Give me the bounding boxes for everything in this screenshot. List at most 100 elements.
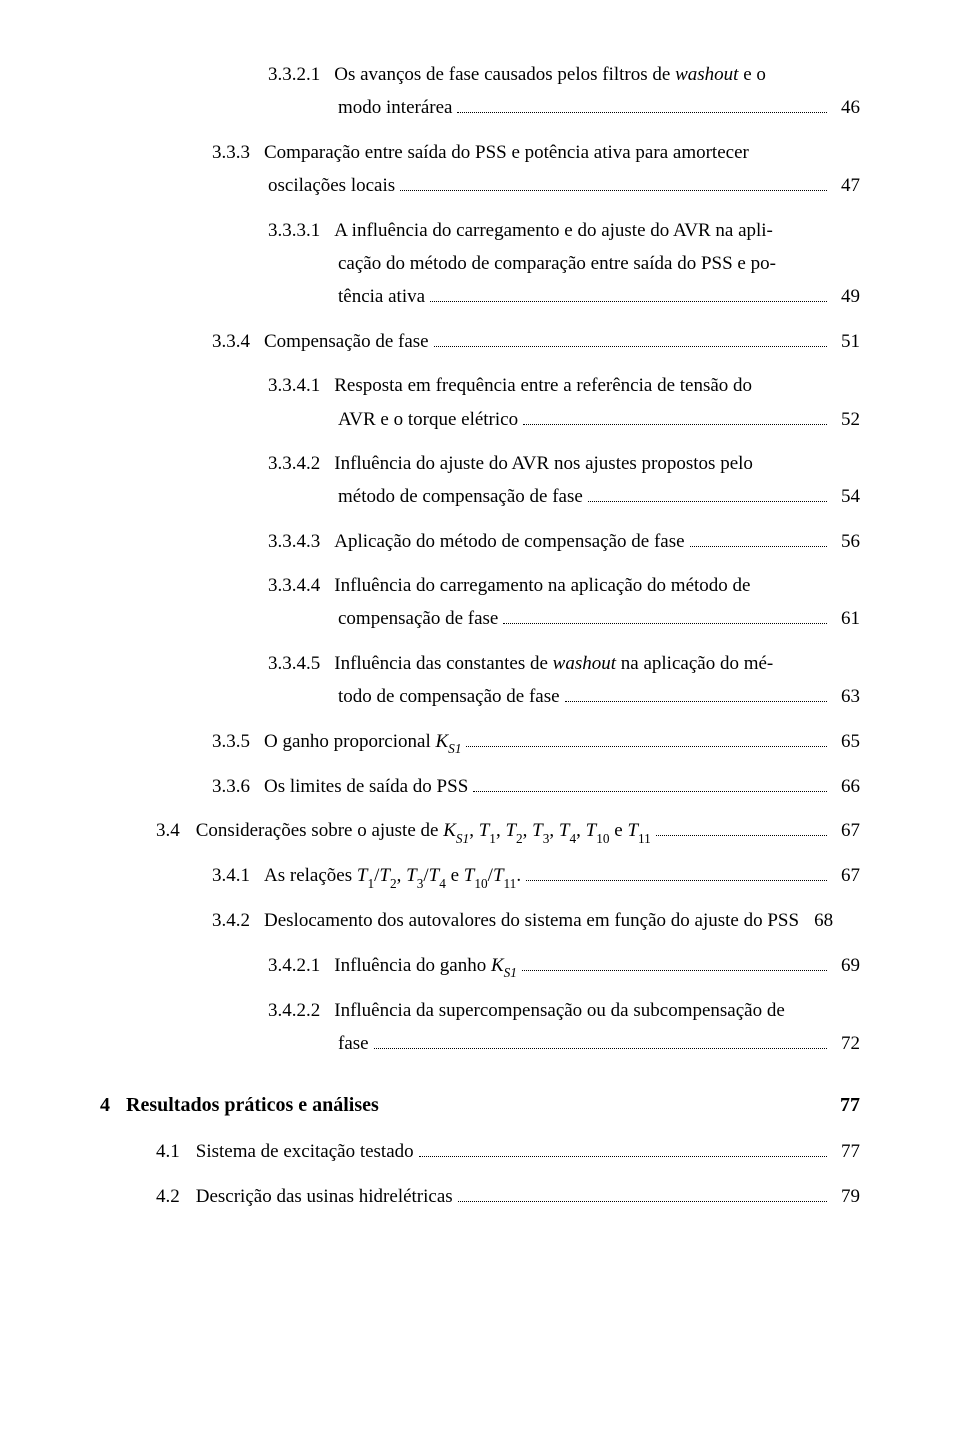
- toc-number: 3.3.3.1: [268, 220, 320, 241]
- toc-title: Os limites de saída do PSS: [264, 772, 468, 802]
- toc-number: 3.3.4.5: [268, 653, 320, 674]
- toc-entry: 3.3.4.2 Influência do ajuste do AVR nos a…: [100, 449, 860, 513]
- toc-title-part: na aplicação do mé-: [616, 653, 773, 674]
- toc-leader-dots: [434, 330, 827, 347]
- toc-leader-dots: [457, 96, 827, 113]
- chapter-number: 4: [100, 1089, 110, 1121]
- toc-entry: 4.2 Descrição das usinas hidrelétricas 7…: [100, 1182, 860, 1212]
- toc-number: 4.2: [156, 1182, 180, 1212]
- toc-page-number: 49: [832, 282, 860, 312]
- toc-entry: 3.3.4 Compensação de fase 51: [100, 327, 860, 357]
- toc-title-part: todo de compensação de fase: [338, 682, 560, 712]
- toc-number: 3.4.2.1: [268, 951, 320, 981]
- toc-page-number: 66: [832, 772, 860, 802]
- toc-page-number: 47: [832, 171, 860, 201]
- toc-page-number: 79: [832, 1182, 860, 1212]
- toc-entry: 3.4.2.2 Influência da supercompensação ou…: [100, 996, 860, 1060]
- toc-entry: 3.3.3 Comparação entre saída do PSS e pot…: [100, 138, 860, 202]
- toc-title-italic: washout: [553, 653, 616, 674]
- toc-number: 3.4.2.2: [268, 1000, 320, 1021]
- toc-title-part: Influência da supercompensação ou da sub…: [334, 1000, 785, 1021]
- toc-page-number: 46: [832, 93, 860, 123]
- toc-number: 3.3.4.4: [268, 575, 320, 596]
- toc-page-number: 61: [832, 604, 860, 634]
- toc-page-number: 67: [832, 816, 860, 846]
- toc-entry: 3.3.4.5 Influência das constantes de wash…: [100, 649, 860, 713]
- toc-number: 4.1: [156, 1137, 180, 1167]
- toc-leader-dots: [400, 174, 827, 191]
- toc-chapter: 4 Resultados práticos e análises 77: [100, 1089, 860, 1121]
- toc-title-part: Influência do ajuste do AVR nos ajustes …: [334, 453, 753, 474]
- toc-title-part: Comparação entre saída do PSS e potência…: [264, 142, 749, 163]
- toc-entry: 3.3.3.1 A influência do carregamento e do…: [100, 216, 860, 313]
- toc-leader-dots: [430, 285, 827, 302]
- toc-title-part: modo interárea: [338, 93, 452, 123]
- toc-leader-dots: [523, 407, 827, 424]
- toc-number: 3.3.4.1: [268, 375, 320, 396]
- toc-page-number: 67: [832, 861, 860, 891]
- toc-title-part: fase: [338, 1029, 369, 1059]
- toc-leader-dots: [458, 1185, 827, 1202]
- toc-leader-dots: [473, 775, 827, 792]
- toc-title-part: Influência das constantes de: [334, 653, 552, 674]
- toc-page-number: 65: [832, 727, 860, 757]
- toc-title-part: Os avanços de fase causados pelos filtro…: [334, 64, 675, 85]
- toc-entry: 3.3.2.1 Os avanços de fase causados pelos…: [100, 60, 860, 124]
- toc-title-part: método de compensação de fase: [338, 482, 583, 512]
- chapter-title: Resultados práticos e análises: [126, 1089, 840, 1121]
- toc-entry: 4.1 Sistema de excitação testado 77: [100, 1137, 860, 1167]
- toc-title: Influência do ganho KS1: [334, 951, 517, 982]
- toc-number: 3.3.4.3: [268, 527, 320, 557]
- toc-title-part: A influência do carregamento e do ajuste…: [334, 220, 773, 241]
- toc-leader-dots: [374, 1032, 827, 1049]
- toc-title: Considerações sobre o ajuste de KS1, T1,…: [196, 816, 651, 847]
- toc-page-number: 72: [832, 1029, 860, 1059]
- toc-number: 3.4.2: [212, 906, 250, 936]
- toc-page-number: 63: [832, 682, 860, 712]
- toc-title: O ganho proporcional KS1: [264, 727, 461, 758]
- toc-title: As relações T1/T2, T3/T4 e T10/T11.: [264, 861, 521, 892]
- toc-page-number: 52: [832, 405, 860, 435]
- toc-number: 3.3.2.1: [268, 64, 320, 85]
- toc-number: 3.3.4.2: [268, 453, 320, 474]
- toc-title: Aplicação do método de compensação de fa…: [334, 527, 684, 557]
- toc-title-part: Influência do carregamento na aplicação …: [334, 575, 750, 596]
- toc-leader-dots: [690, 530, 827, 547]
- toc-title-italic: washout: [675, 64, 738, 85]
- toc-entry: 3.4 Considerações sobre o ajuste de KS1,…: [100, 816, 860, 847]
- toc-entry: 3.3.5 O ganho proporcional KS1 65: [100, 727, 860, 758]
- toc-page-number: 69: [832, 951, 860, 981]
- toc-page: 3.3.2.1 Os avanços de fase causados pelos…: [0, 0, 960, 1430]
- toc-leader-dots: [565, 685, 827, 702]
- toc-number: 3.4.1: [212, 861, 250, 891]
- toc-entry: 3.4.2.1 Influência do ganho KS1 69: [100, 951, 860, 982]
- toc-title: Sistema de excitação testado: [196, 1137, 414, 1167]
- toc-leader-dots: [526, 864, 827, 881]
- toc-leader-dots: [466, 730, 827, 747]
- toc-title-part: cação do método de comparação entre saíd…: [338, 253, 776, 274]
- toc-entry: 3.4.1 As relações T1/T2, T3/T4 e T10/T11…: [100, 861, 860, 892]
- toc-leader-dots: [419, 1140, 827, 1157]
- toc-title-part: compensação de fase: [338, 604, 498, 634]
- toc-title-part: Resposta em frequência entre a referênci…: [334, 375, 752, 396]
- toc-title: Deslocamento dos autovalores do sistema …: [264, 906, 799, 936]
- toc-title: Descrição das usinas hidrelétricas: [196, 1182, 453, 1212]
- toc-page-number: 77: [832, 1137, 860, 1167]
- toc-title-part: e o: [738, 64, 765, 85]
- toc-entry: 3.3.6 Os limites de saída do PSS 66: [100, 772, 860, 802]
- toc-entry: 3.3.4.4 Influência do carregamento na apl…: [100, 571, 860, 635]
- chapter-page-number: 77: [840, 1089, 860, 1121]
- toc-number: 3.3.3: [212, 142, 250, 163]
- toc-title: Compensação de fase: [264, 327, 429, 357]
- toc-entry: 3.3.4.1 Resposta em frequência entre a re…: [100, 371, 860, 435]
- toc-page-number: 56: [832, 527, 860, 557]
- toc-page-number: 68: [805, 906, 833, 936]
- toc-leader-dots: [522, 953, 827, 970]
- toc-entry: 3.4.2 Deslocamento dos autovalores do si…: [100, 906, 860, 936]
- toc-title-part: AVR e o torque elétrico: [338, 405, 518, 435]
- toc-number: 3.3.4: [212, 327, 250, 357]
- toc-number: 3.4: [156, 816, 180, 846]
- toc-number: 3.3.6: [212, 772, 250, 802]
- toc-title-part: tência ativa: [338, 282, 425, 312]
- toc-page-number: 54: [832, 482, 860, 512]
